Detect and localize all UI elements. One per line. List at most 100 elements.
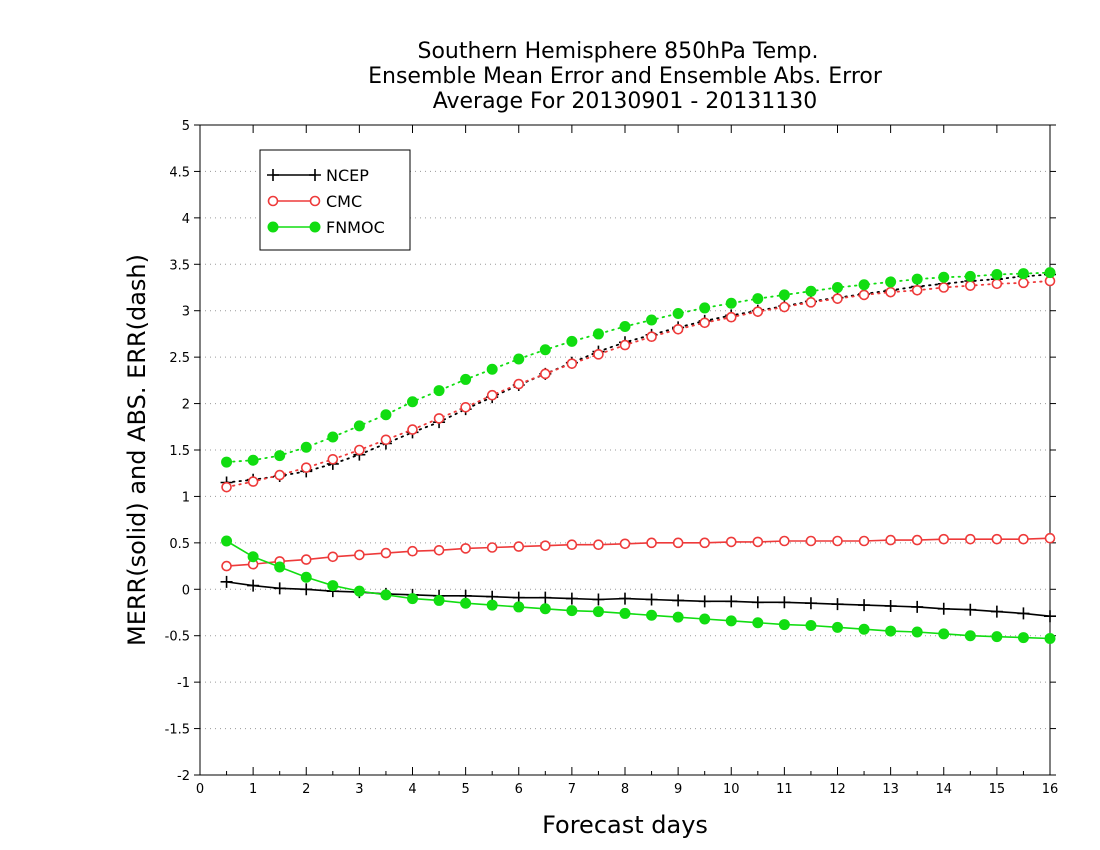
series-cmc-merr-point (725, 536, 737, 548)
series-cmc-merr-point (486, 542, 498, 553)
legend-marker (309, 169, 321, 181)
series-fnmoc-abserr-point (592, 328, 604, 340)
x-tick-label: 16 (1042, 782, 1059, 797)
series-fnmoc-abserr-point (353, 420, 365, 432)
y-tick-label: 2 (182, 398, 190, 413)
series-cmc-abserr-point (354, 444, 365, 456)
legend: NCEP CMC FNMOC (259, 149, 411, 251)
series-ncep-merr-point (858, 599, 871, 612)
series-ncep-merr-point (1044, 610, 1056, 623)
series-cmc-abserr-point (513, 378, 525, 390)
series-cmc-abserr-point (911, 284, 923, 296)
series-fnmoc-merr-point (274, 561, 286, 573)
series-fnmoc-merr-point (380, 589, 392, 601)
series-fnmoc-abserr-point (327, 431, 339, 443)
y-tick-label: 1.5 (169, 444, 190, 459)
series-cmc-merr-point (832, 535, 843, 547)
series-fnmoc-abserr-point (433, 385, 445, 397)
series-cmc-abserr-point (725, 311, 737, 323)
series-fnmoc-merr-point (938, 628, 950, 640)
series-fnmoc-abserr-point (539, 344, 551, 356)
x-tick-label: 2 (302, 782, 310, 797)
legend-marker (309, 221, 321, 233)
series-fnmoc-abserr-point (513, 353, 525, 365)
series-cmc-merr-point (327, 551, 339, 563)
series-cmc-abserr-point (805, 297, 817, 308)
series-fnmoc-merr-point (300, 571, 312, 583)
series-fnmoc-abserr-point (619, 321, 631, 332)
series-fnmoc-abserr-point (991, 269, 1003, 280)
x-tick-label: 7 (568, 782, 576, 797)
series-cmc-abserr-point (300, 462, 312, 473)
y-tick-label: -0.5 (165, 630, 190, 645)
series-fnmoc-merr-point (991, 631, 1003, 643)
y-tick-label: 0 (182, 583, 190, 598)
series-fnmoc-abserr-point (752, 293, 764, 305)
y-tick-label: 4 (182, 212, 190, 227)
series-cmc-abserr-point (540, 368, 551, 380)
series-fnmoc-merr-point (672, 611, 684, 623)
series-fnmoc-abserr-point (885, 276, 897, 288)
series-cmc-abserr-point (672, 323, 684, 335)
series-fnmoc-abserr-point (964, 270, 976, 282)
series-ncep-merr-point (1017, 607, 1030, 620)
series-fnmoc-merr-point (407, 593, 418, 605)
series-fnmoc-merr-point (805, 620, 817, 631)
title-line-2: Ensemble Mean Error and Ensemble Abs. Er… (368, 64, 883, 89)
series-fnmoc-merr-point (752, 617, 764, 629)
series-fnmoc-merr-point (433, 594, 445, 606)
series-cmc-abserr-point (486, 389, 498, 401)
series-fnmoc-merr-point (460, 597, 472, 609)
legend-box (259, 149, 411, 251)
series-fnmoc-abserr-point (380, 409, 392, 421)
series-cmc-abserr-point (221, 481, 232, 493)
x-tick-label: 12 (829, 782, 846, 797)
series-fnmoc-merr-point (832, 621, 843, 633)
series-fnmoc-merr-point (592, 606, 604, 618)
y-tick-label: -1 (177, 676, 190, 691)
series-cmc-merr-point (779, 535, 790, 547)
series-cmc-merr-point (699, 537, 710, 549)
y-tick-label: 3 (182, 305, 190, 320)
series-cmc-abserr-point (965, 280, 976, 291)
series-cmc (221, 275, 1056, 572)
series-fnmoc-abserr-point (300, 441, 312, 453)
series-cmc-abserr-point (593, 349, 604, 360)
series-fnmoc-merr-point (885, 625, 897, 637)
series-ncep-merr-point (698, 595, 711, 608)
x-tick-label: 9 (674, 782, 682, 797)
series-ncep-abserr-line (225, 273, 1051, 484)
x-tick-label: 4 (408, 782, 416, 797)
series-fnmoc-merr-point (699, 613, 711, 625)
x-tick-label: 15 (989, 782, 1006, 797)
series-fnmoc-abserr-line (225, 271, 1051, 463)
series-fnmoc-merr-point (619, 607, 631, 619)
series-ncep-merr-point (911, 600, 924, 613)
series-fnmoc-abserr-point (858, 279, 870, 291)
series-cmc-abserr-point (619, 339, 631, 351)
series-cmc-abserr-point (885, 286, 896, 298)
y-tick-label: 0.5 (169, 537, 190, 552)
series-ncep-merr-point (751, 596, 764, 609)
series-cmc-abserr-point (433, 413, 445, 424)
legend-item-ncep: NCEP (267, 166, 369, 185)
series-ncep-merr-point (247, 579, 260, 592)
series-fnmoc-abserr-point (778, 289, 790, 301)
series-fnmoc-merr-point (486, 599, 498, 611)
legend-label-fnmoc: FNMOC (326, 218, 385, 237)
series-cmc-abserr-point (646, 331, 657, 343)
series-fnmoc-merr-point (353, 585, 365, 597)
y-tick-label: -1.5 (165, 723, 190, 738)
series-ncep-merr-point (565, 592, 578, 605)
legend-marker (267, 195, 279, 207)
series-ncep-merr-point (831, 598, 844, 611)
series-fnmoc-merr-point (964, 630, 976, 642)
series-cmc-abserr-point (779, 301, 790, 313)
series-ncep-merr-point (220, 575, 233, 588)
grid (200, 170, 1050, 730)
legend-item-fnmoc: FNMOC (267, 218, 385, 237)
series-cmc-abserr-point (699, 317, 710, 329)
series-ncep-merr-point (592, 593, 605, 606)
series-cmc-merr-point (593, 539, 604, 551)
series-cmc-merr-point (752, 536, 764, 548)
